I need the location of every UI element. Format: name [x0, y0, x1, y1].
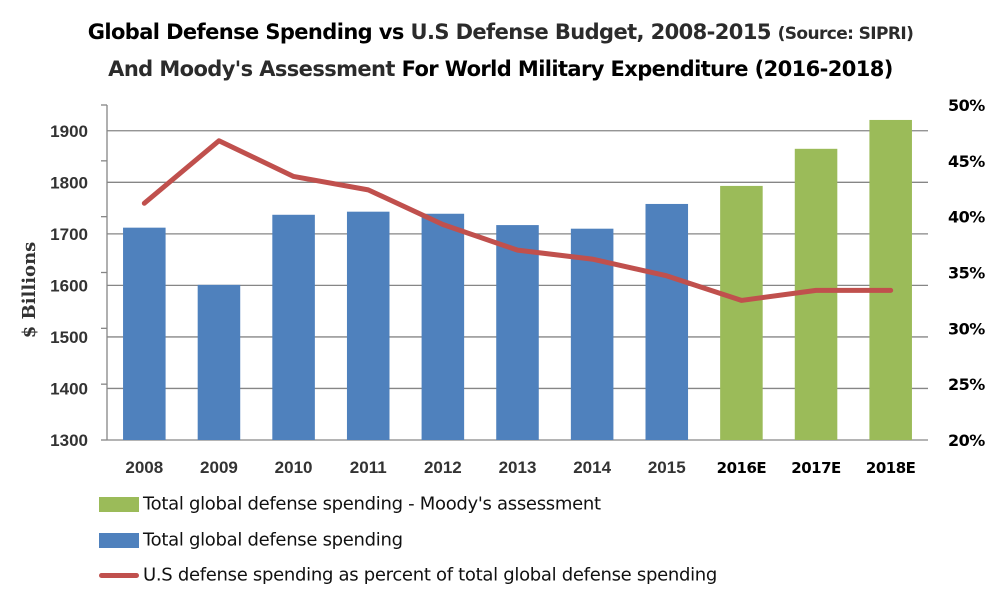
x-tick-label: 2015 [648, 458, 686, 477]
bar-actual [421, 213, 465, 440]
legend-swatch-green [99, 496, 139, 512]
title-segment: And Moody's Assessment [108, 57, 395, 81]
x-tick-label: 2018E [866, 459, 916, 477]
y2-tick-label: 20% [948, 431, 985, 450]
chart-title-line-1: Global Defense Spending vs U.S Defense B… [0, 20, 1001, 44]
legend-swatch-red-line [99, 572, 139, 578]
y2-tick-label: 25% [948, 375, 985, 394]
y-tick-label: 1900 [50, 122, 88, 141]
title-segment: Global Defense Spending vs [87, 20, 405, 44]
x-tick-label: 2009 [200, 458, 238, 477]
x-tick-label: 2011 [350, 458, 387, 477]
bar-actual [272, 214, 315, 440]
y2-tick-label: 40% [948, 208, 985, 227]
y2-tick-label: 45% [948, 152, 985, 171]
legend-label: Total global defense spending [143, 529, 403, 551]
y-tick-label: 1500 [50, 328, 88, 347]
y-tick-label: 1800 [50, 173, 88, 192]
x-tick-label: 2008 [125, 458, 163, 477]
x-tick-label: 2017E [791, 459, 841, 477]
title-source: (Source: SIPRI) [777, 24, 914, 44]
bar-actual [496, 225, 539, 440]
legend-label: Total global defense spending - Moody's … [143, 493, 601, 515]
legend-label: U.S defense spending as percent of total… [143, 564, 718, 586]
x-tick-label: 2014 [573, 458, 611, 477]
chart-title-line-2: And Moody's Assessment For World Militar… [0, 57, 1001, 81]
bar-actual [645, 203, 689, 440]
x-tick-label: 2010 [275, 458, 313, 477]
bar-forecast [869, 119, 912, 440]
legend-item-actual: Total global defense spending [99, 529, 403, 551]
title-segment: For World Military Expenditure (2016-201… [401, 57, 894, 81]
combo-chart: 1300 1400 1500 1600 1700 1800 1900 20% 25% 30% 35%… [19, 96, 986, 477]
bar-forecast [720, 185, 763, 440]
x-tick-label: 2016E [717, 459, 767, 477]
x-tick-label: 2012 [424, 458, 462, 477]
y-tick-label: 1400 [50, 379, 88, 398]
bar-actual [123, 227, 166, 440]
y-tick-label: 1600 [50, 276, 88, 295]
legend-swatch-blue [99, 532, 139, 548]
y-tick-label: 1700 [50, 225, 88, 244]
y-axis-title: $ Billions [19, 242, 40, 339]
bar-actual [346, 211, 390, 440]
y-tick-label: 1300 [50, 431, 88, 450]
y2-tick-label: 50% [948, 96, 985, 115]
bar-actual [197, 284, 241, 440]
y2-tick-label: 35% [948, 264, 985, 283]
title-segment: U.S Defense Budget, 2008-2015 [410, 20, 772, 44]
x-tick-label: 2013 [499, 458, 537, 477]
legend-item-forecast: Total global defense spending - Moody's … [99, 493, 601, 515]
legend-item-us-percent: U.S defense spending as percent of total… [99, 564, 717, 586]
y2-tick-label: 30% [948, 319, 985, 338]
